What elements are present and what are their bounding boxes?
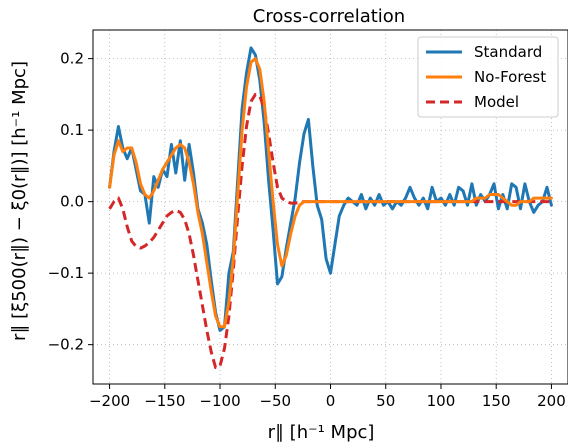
x-tick-label: 200: [537, 392, 566, 410]
series-line-no-forest: [108, 57, 553, 329]
x-tick-label: 100: [427, 392, 456, 410]
chart-title: Cross-correlation: [253, 6, 405, 27]
y-tick-label: 0.2: [60, 50, 84, 68]
x-tick-label: 0: [326, 392, 336, 410]
x-tick-label: −100: [199, 392, 240, 410]
x-tick-label: 150: [482, 392, 511, 410]
x-tick-label: 50: [376, 392, 395, 410]
x-axis-ticks: −200 −150 −100 −50 0 50 100 150 200: [89, 384, 566, 410]
legend: Standard No-Forest Model: [417, 36, 559, 118]
y-axis-ticks: −0.2 −0.1 0.0 0.1 0.2: [48, 50, 93, 354]
x-axis-label: r∥ [h⁻¹ Mpc]: [268, 422, 375, 443]
y-tick-label: 0.0: [60, 193, 84, 211]
legend-label: No-Forest: [474, 68, 546, 86]
y-tick-label: −0.2: [48, 336, 84, 354]
plot-lines: [108, 46, 553, 370]
legend-label: Model: [474, 93, 519, 111]
x-tick-label: −200: [89, 392, 130, 410]
y-axis-label: r∥ [ξ500(r∥) − ξ0(r∥)] [h⁻¹ Mpc]: [9, 61, 30, 341]
y-tick-label: −0.1: [48, 264, 84, 282]
legend-label: Standard: [474, 43, 542, 61]
x-tick-label: −50: [259, 392, 291, 410]
y-tick-label: 0.1: [60, 121, 84, 139]
x-tick-label: −150: [144, 392, 185, 410]
legend-box: [417, 36, 559, 118]
